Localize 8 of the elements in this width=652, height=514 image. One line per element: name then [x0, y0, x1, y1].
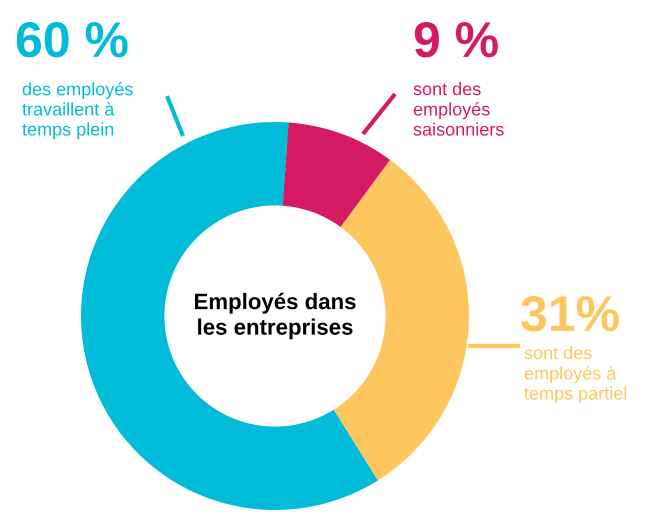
slice-label: des employés travaillent à temps plein	[22, 82, 133, 140]
donut-slice	[282, 122, 390, 227]
text: Employés dans les entreprises	[194, 292, 356, 340]
data-label: 31%	[521, 296, 619, 332]
slice-label: sont des employés à temps partiel	[524, 346, 626, 404]
slice-label: sont des employés saisonniers	[414, 82, 504, 136]
data-label: 9 %	[414, 22, 498, 58]
data-label: 60 %	[16, 22, 128, 58]
